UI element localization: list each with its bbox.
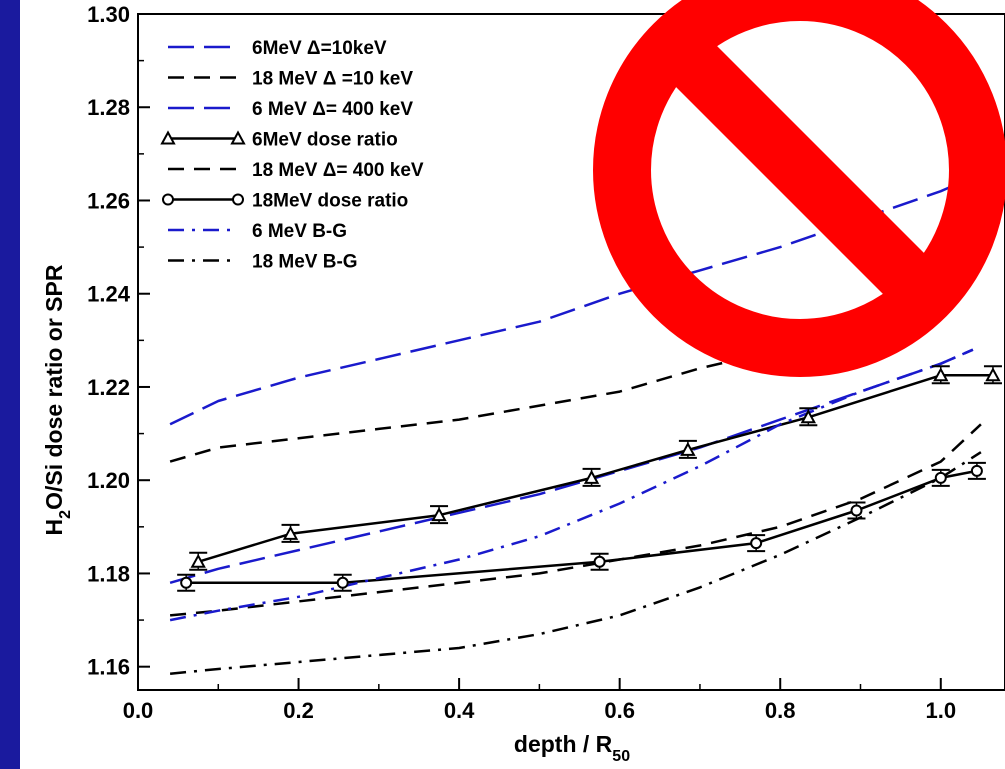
circle-marker [934, 471, 947, 484]
plot-panel [20, 0, 1005, 769]
y-tick-label: 1.24 [87, 282, 131, 307]
circle-marker [750, 537, 763, 550]
legend-label: 6 MeV B-G [252, 221, 347, 242]
marker-layer [177, 365, 1002, 592]
circle-marker [593, 555, 606, 568]
legend: 6MeV Δ=10keV 18 MeV Δ =10 keV 6 MeV Δ= 400… [160, 38, 424, 273]
y-tick-label: 1.20 [87, 468, 130, 493]
triangle-marker [190, 553, 206, 568]
series-line-6-mev-400-kev [169, 348, 974, 585]
axes-layer: 1.16 1.18 1.20 1.22 1.24 1.26 1.28 1.30 0.0 0.2 0.… [87, 2, 1005, 723]
legend-triangle-marker [160, 130, 176, 145]
legend-label: 6MeV dose ratio [252, 130, 398, 151]
x-tick-label: 0.6 [604, 698, 635, 723]
legend-label: 6 MeV Δ= 400 keV [252, 99, 413, 120]
legend-label: 18 MeV B-G [252, 252, 358, 273]
y-tick-label: 1.28 [87, 95, 130, 120]
y-tick-label: 1.16 [87, 655, 130, 680]
y-tick-label: 1.18 [87, 561, 130, 586]
series-line-18mev-dose-ratio [186, 469, 978, 585]
legend-triangle-marker [230, 130, 246, 145]
triangle-marker [583, 469, 600, 484]
triangle-marker [933, 367, 949, 382]
y-tick-label: 1.22 [87, 375, 130, 400]
triangle-marker [680, 441, 696, 456]
circle-marker [180, 576, 193, 589]
legend-circle-marker [232, 193, 244, 206]
y-axis-title: H2O/Si dose ratio or SPR [41, 264, 74, 535]
plot-frame [137, 13, 1005, 691]
triangle-marker [431, 507, 447, 522]
legend-label: 18 MeV Δ =10 keV [252, 69, 413, 90]
series-line-18-mev-b-g [169, 451, 982, 675]
triangle-marker [985, 367, 1001, 382]
x-tick-label: 0.4 [444, 698, 475, 723]
legend-label: 18MeV dose ratio [252, 191, 408, 212]
x-tick-label: 1.0 [925, 698, 956, 723]
circle-marker [970, 464, 983, 477]
series-line-6-mev-b-g [169, 348, 974, 622]
circle-marker [850, 504, 863, 517]
x-tick-label: 0.0 [123, 698, 154, 723]
legend-circle-marker [162, 193, 174, 206]
x-tick-label: 0.2 [283, 698, 314, 723]
triangle-marker [282, 525, 299, 540]
series-line-6mev-dose-ratio [197, 374, 993, 563]
y-tick-label: 1.26 [87, 188, 130, 213]
legend-label: 18 MeV Δ= 400 keV [252, 160, 424, 181]
series-line-18-mev-400-kev [169, 423, 982, 617]
y-tick-label: 1.30 [87, 2, 130, 27]
triangle-marker [800, 409, 817, 424]
legend-label: 6MeV Δ=10keV [252, 38, 387, 59]
x-tick-label: 0.8 [765, 698, 796, 723]
prohibition-sign-icon [593, 0, 1005, 377]
circle-marker [336, 576, 349, 589]
x-axis-title: depth / R50 [514, 731, 630, 765]
series-line-18-mev-10-kev [169, 255, 982, 463]
